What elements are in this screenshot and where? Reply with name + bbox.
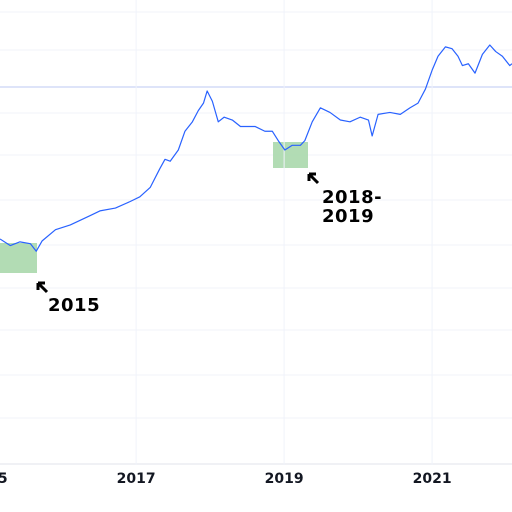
price-line <box>0 44 512 252</box>
highlight-box <box>0 243 37 273</box>
x-tick-label: 2015 <box>0 471 8 487</box>
annotation: 2018- <box>322 187 382 208</box>
x-tick-label: 2021 <box>413 471 452 487</box>
x-tick-label: 2019 <box>265 471 304 487</box>
background-grid <box>0 11 512 465</box>
annotation: 2019 <box>322 206 374 227</box>
plot <box>0 0 512 465</box>
annotation: 2015 <box>48 295 100 316</box>
x-tick-label: 2017 <box>117 471 156 487</box>
arrow <box>307 172 320 185</box>
arrow <box>36 281 49 294</box>
